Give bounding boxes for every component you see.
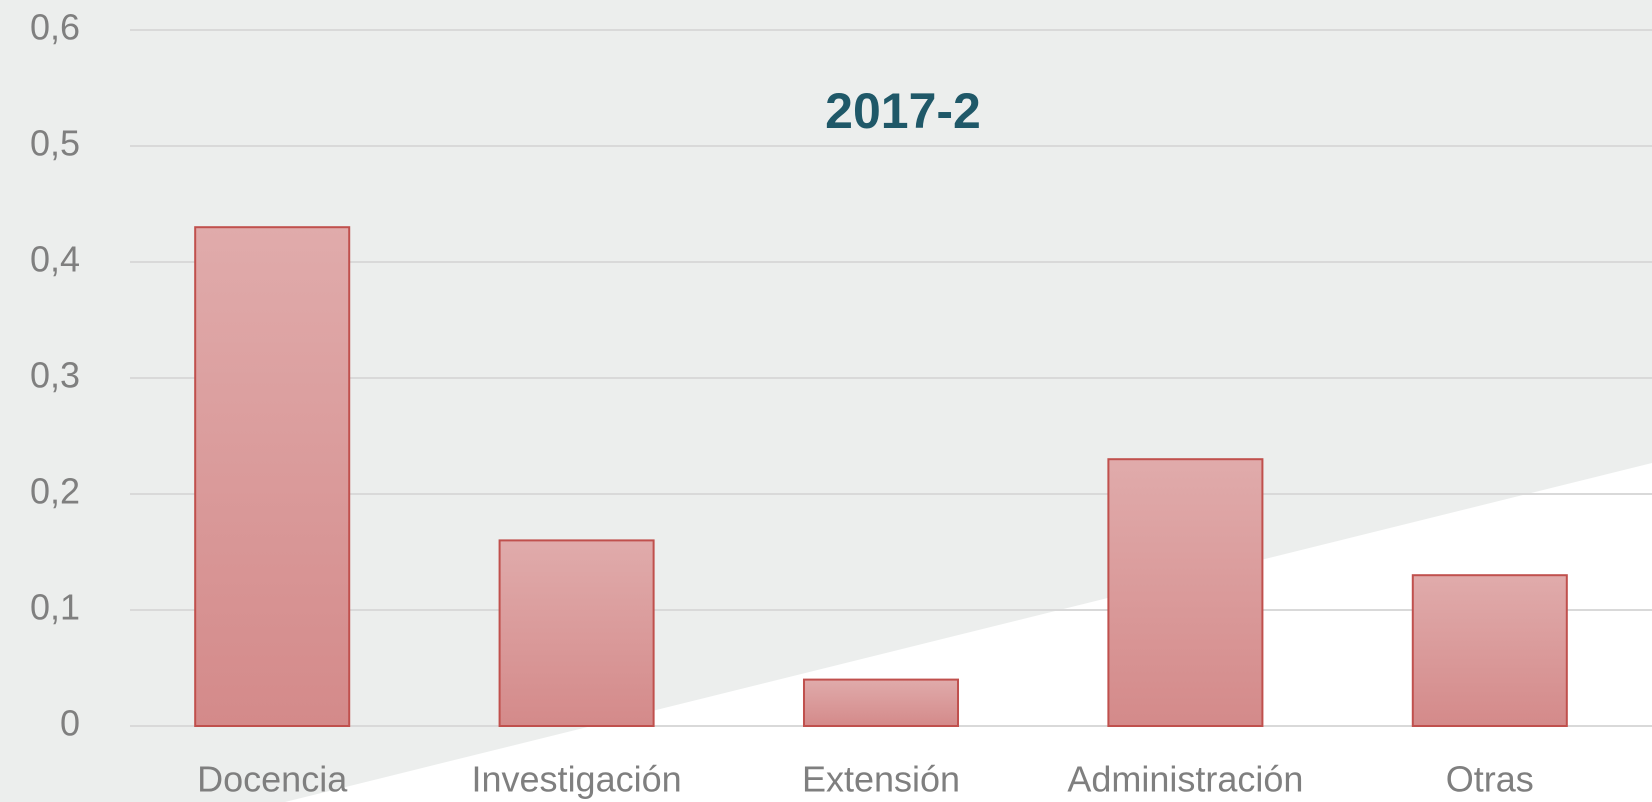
y-tick-label: 0,3 [30,355,80,396]
bar [1411,574,1568,728]
y-tick-label: 0,5 [30,123,80,164]
y-tick-label: 0,4 [30,239,80,280]
bar [802,678,960,727]
y-tick-label: 0,2 [30,471,80,512]
x-tick-label: Docencia [197,759,348,800]
chart-title: 2017-2 [825,83,981,139]
x-tick-label: Extensión [802,759,960,800]
bar [194,226,351,727]
y-tick-label: 0,6 [30,7,80,48]
bar [1107,458,1264,727]
x-tick-label: Investigación [472,759,682,800]
x-tick-label: Administración [1067,759,1303,800]
y-tick-label: 0 [60,703,80,744]
x-tick-label: Otras [1446,759,1534,800]
y-tick-label: 0,1 [30,587,80,628]
bar [498,539,655,728]
